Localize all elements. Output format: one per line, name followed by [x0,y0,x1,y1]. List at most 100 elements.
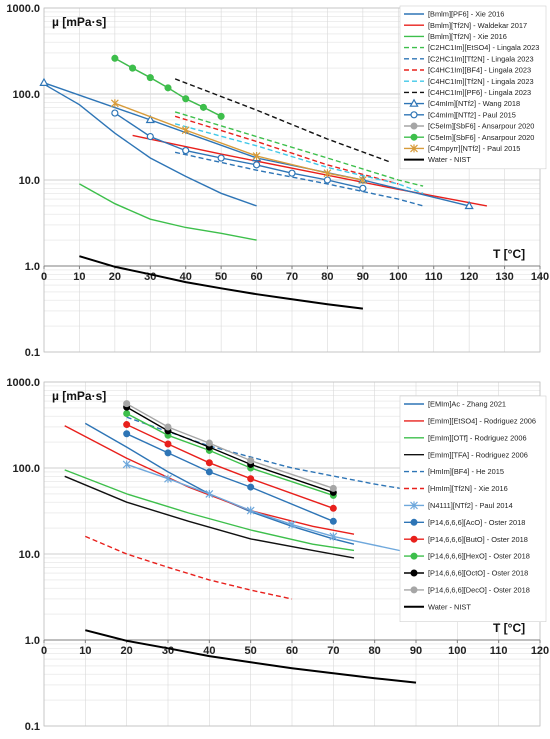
y-tick-label: 100.0 [12,463,40,475]
data-point [145,114,155,124]
series-line [126,412,334,497]
legend-item: [N4111][NTf2] - Paul 2014 [404,501,513,510]
legend-item: [C5eIm][SbF6] - Ansarpour 2020 [404,133,534,142]
series-line [85,629,417,684]
legend-label: [C4HC1Im][BF4] - Lingala 2023 [428,66,531,75]
x-tick-label: 60 [250,271,262,283]
series-1 [43,83,257,207]
x-tick-label: 40 [203,645,215,657]
legend-label: [P14,6,6,6][ButO] - Oster 2018 [428,535,528,544]
data-point [182,146,190,155]
data-point [146,74,154,82]
legend-item: [C2HC1Im][Tf2N] - Lingala 2023 [404,54,534,63]
x-axis-label: T [°C] [493,247,525,261]
data-point [110,99,119,108]
y-tick-label: 1000.0 [6,377,40,389]
legend-item: [C4HC1Im][PF6] - Lingala 2023 [404,88,531,97]
data-point [129,64,137,72]
data-point [111,109,119,117]
data-point [359,184,367,192]
series-4 [64,475,355,559]
series-line [64,469,355,552]
data-point [205,489,214,498]
x-tick-label: 90 [357,271,369,283]
data-point [252,161,261,169]
series-line [174,115,399,185]
x-tick-label: 40 [180,271,192,283]
series-5 [174,151,424,207]
legend-item: [P14,6,6,6][OctO] - Oster 2018 [404,569,528,578]
legend-item: [EmIm][EtSO4] - Rodriguez 2006 [404,417,536,426]
data-point [111,54,119,62]
data-point [323,176,332,184]
data-point [123,421,131,429]
legend-item: [EmIm][OTf] - Rodriguez 2006 [404,433,527,442]
data-point [182,95,190,103]
data-point [246,506,255,515]
series-3 [64,469,355,552]
data-point [217,154,225,162]
legend-label: [C4HC1Im][Tf2N] - Lingala 2023 [428,77,534,86]
series-line [64,475,355,559]
legend: [Bmlm][PF6] - Xie 2016 [Bmlm][Tf2N] - Wal… [399,5,547,170]
plot-area-border [43,7,541,353]
legend-item: [C4HC1Im][BF4] - Lingala 2023 [404,66,531,75]
data-point [181,126,190,135]
y-axis-ticks: 0.1 1.0 10.0 100.0 1000.0 [6,3,40,359]
legend-label: [EmIm][EtSO4] - Rodriguez 2006 [428,417,536,426]
legend-label: Water - NIST [428,155,471,164]
data-point [217,112,225,120]
x-tick-label: 60 [286,645,298,657]
series-line [114,112,364,189]
series-line [64,425,355,535]
data-point [409,98,419,107]
series-7 [174,123,424,194]
data-point [164,423,172,431]
legend-label: [Bmlm][Tf2N] - Xie 2016 [428,32,507,41]
legend-item: [C2HC1Im][EtSO4] - Lingala 2023 [404,43,539,52]
data-point [410,569,418,577]
legend-label: [P14,6,6,6][DecO] - Oster 2018 [428,586,530,595]
data-point [329,532,338,541]
legend-label: [Bmlm][Tf2N] - Waldekar 2017 [428,21,527,30]
data-point [410,586,418,594]
x-tick-label: 20 [121,645,133,657]
legend-label: [C4mIm][NTf2] - Wang 2018 [428,99,520,108]
legend-item: [P14,6,6,6][ButO] - Oster 2018 [404,535,528,544]
y-tick-label: 0.1 [25,347,40,359]
y-axis-label: µ [mPa·s] [52,389,106,403]
data-point [410,122,418,130]
x-tick-label: 0 [41,271,47,283]
data-point [205,459,213,467]
legend-label: [EmIm][OTf] - Rodriguez 2006 [428,433,527,442]
y-tick-label: 10.0 [19,549,40,561]
x-tick-label: 100 [448,645,466,657]
y-tick-label: 10.0 [19,175,40,187]
series-12 [123,400,337,492]
legend-item: [C4mIm][NTf2] - Paul 2015 [404,110,516,119]
x-tick-label: 70 [286,271,298,283]
legend-label: [C2HC1Im][Tf2N] - Lingala 2023 [428,54,534,63]
data-point [164,449,172,457]
legend-label: Water - NIST [428,602,471,611]
legend-label: [C4HC1Im][PF6] - Lingala 2023 [428,88,531,97]
data-point [288,169,296,177]
legend-label: [HmIm][BF4] - He 2015 [428,467,504,476]
y-tick-label: 1.0 [25,635,40,647]
data-point [410,133,418,141]
data-point [123,400,131,408]
series-12 [111,54,225,120]
legend-item: [C4mpyrr][NTf2] - Paul 2015 [404,144,520,153]
data-point [146,132,154,141]
series-line [174,123,424,194]
x-tick-label: 120 [460,271,478,283]
legend-label: [P14,6,6,6][AcO] - Oster 2018 [428,518,525,527]
series-2 [64,425,355,535]
legend: [EMIm]Ac - Zhang 2021 [EmIm][EtSO4] - Rod… [399,395,547,622]
series-14 [79,255,364,310]
y-tick-label: 1.0 [25,261,40,273]
x-tick-label: 10 [73,271,85,283]
series-8 [123,430,337,525]
x-tick-label: 90 [410,645,422,657]
x-tick-label: 80 [321,271,333,283]
